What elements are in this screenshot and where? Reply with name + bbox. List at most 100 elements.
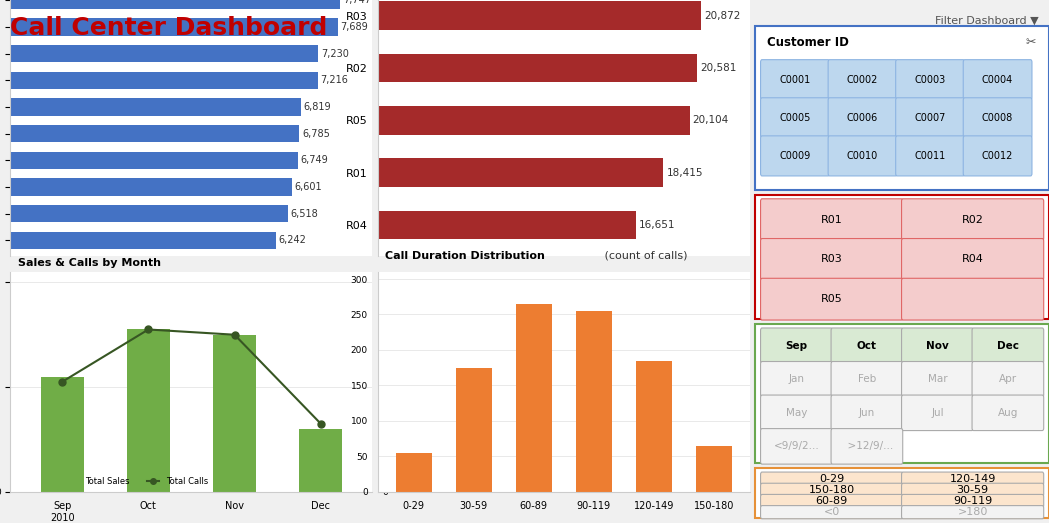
Bar — [10, 18, 338, 36]
FancyBboxPatch shape — [901, 472, 1044, 485]
Text: 6,518: 6,518 — [291, 209, 318, 219]
Text: C0009: C0009 — [779, 151, 811, 161]
Bar — [378, 211, 636, 240]
FancyBboxPatch shape — [828, 136, 897, 176]
Text: Sales & Calls by Month: Sales & Calls by Month — [18, 258, 160, 268]
Text: 7,230: 7,230 — [321, 49, 348, 59]
FancyBboxPatch shape — [755, 195, 1049, 319]
FancyBboxPatch shape — [963, 136, 1032, 176]
Text: C0004: C0004 — [982, 75, 1013, 85]
Bar — [10, 152, 298, 169]
FancyBboxPatch shape — [901, 494, 1044, 508]
FancyBboxPatch shape — [972, 395, 1044, 430]
FancyBboxPatch shape — [831, 395, 903, 430]
Text: May: May — [786, 408, 807, 418]
Text: (count of calls): (count of calls) — [601, 251, 687, 261]
Text: 7,216: 7,216 — [320, 75, 348, 85]
Text: >180: >180 — [958, 507, 988, 517]
Text: 0-29: 0-29 — [819, 474, 844, 484]
FancyBboxPatch shape — [963, 60, 1032, 100]
Bar — [395, 452, 432, 492]
Text: Call Duration Distribution: Call Duration Distribution — [385, 251, 545, 261]
Text: 18,415: 18,415 — [666, 167, 703, 178]
Text: 60-89: 60-89 — [815, 496, 848, 506]
Text: C0006: C0006 — [847, 113, 878, 123]
Text: 7,689: 7,689 — [341, 22, 368, 32]
Bar — [10, 0, 340, 9]
Bar — [127, 329, 170, 492]
Text: Feb: Feb — [858, 374, 876, 384]
Text: 90-119: 90-119 — [952, 496, 992, 506]
Text: 6,819: 6,819 — [303, 102, 331, 112]
FancyBboxPatch shape — [761, 238, 903, 280]
Text: Mar: Mar — [927, 374, 947, 384]
Text: 20,581: 20,581 — [700, 63, 736, 73]
FancyBboxPatch shape — [755, 468, 1049, 518]
FancyBboxPatch shape — [761, 60, 830, 100]
Text: 20,104: 20,104 — [692, 115, 729, 126]
FancyBboxPatch shape — [761, 98, 830, 138]
FancyBboxPatch shape — [896, 136, 964, 176]
Text: 30-59: 30-59 — [957, 485, 989, 495]
Text: 6,242: 6,242 — [279, 235, 306, 245]
FancyBboxPatch shape — [761, 328, 832, 363]
Text: R05: R05 — [820, 294, 842, 304]
Bar — [378, 158, 663, 187]
FancyBboxPatch shape — [901, 395, 973, 430]
Text: Customer ID: Customer ID — [767, 36, 849, 49]
FancyBboxPatch shape — [896, 98, 964, 138]
FancyBboxPatch shape — [761, 199, 903, 241]
FancyBboxPatch shape — [963, 98, 1032, 138]
Text: R02: R02 — [962, 214, 984, 225]
FancyBboxPatch shape — [761, 472, 903, 485]
FancyBboxPatch shape — [901, 483, 1044, 496]
FancyBboxPatch shape — [831, 361, 903, 397]
Bar — [10, 125, 299, 142]
FancyBboxPatch shape — [761, 361, 832, 397]
Text: C0001: C0001 — [779, 75, 811, 85]
Bar — [10, 45, 318, 62]
FancyBboxPatch shape — [755, 324, 1049, 463]
Bar — [10, 232, 276, 249]
Bar — [299, 429, 342, 492]
FancyBboxPatch shape — [828, 98, 897, 138]
Text: 6,785: 6,785 — [302, 129, 329, 139]
FancyBboxPatch shape — [901, 361, 973, 397]
Bar — [10, 178, 292, 196]
Text: ✂: ✂ — [1026, 36, 1036, 49]
Text: C0011: C0011 — [915, 151, 945, 161]
Bar — [695, 446, 732, 492]
FancyBboxPatch shape — [831, 328, 903, 363]
Text: C0002: C0002 — [847, 75, 878, 85]
Text: 6,749: 6,749 — [300, 155, 328, 165]
Text: Sep: Sep — [786, 341, 808, 351]
Text: C0012: C0012 — [982, 151, 1013, 161]
FancyBboxPatch shape — [901, 199, 1044, 241]
FancyBboxPatch shape — [972, 361, 1044, 397]
Bar — [636, 360, 672, 492]
Text: Jul: Jul — [932, 408, 944, 418]
Text: 6,601: 6,601 — [294, 182, 322, 192]
Text: 120-149: 120-149 — [949, 474, 996, 484]
Text: >12/9/...: >12/9/... — [840, 441, 893, 451]
Bar — [10, 98, 301, 116]
Text: <0: <0 — [823, 507, 840, 517]
Text: R03: R03 — [820, 254, 842, 265]
Bar — [516, 304, 552, 492]
Bar — [10, 72, 318, 89]
FancyBboxPatch shape — [761, 506, 903, 519]
Text: 16,651: 16,651 — [639, 220, 676, 230]
FancyBboxPatch shape — [761, 278, 903, 320]
Text: C0008: C0008 — [982, 113, 1013, 123]
FancyBboxPatch shape — [901, 506, 1044, 519]
Bar — [378, 1, 702, 30]
Text: Jun: Jun — [859, 408, 875, 418]
FancyBboxPatch shape — [972, 328, 1044, 363]
FancyBboxPatch shape — [761, 483, 903, 496]
Bar — [455, 368, 492, 492]
FancyBboxPatch shape — [831, 428, 903, 464]
FancyBboxPatch shape — [901, 328, 973, 363]
Legend: Total Sales, Total Calls: Total Sales, Total Calls — [63, 474, 211, 490]
Bar — [576, 311, 612, 492]
Bar — [10, 205, 288, 222]
